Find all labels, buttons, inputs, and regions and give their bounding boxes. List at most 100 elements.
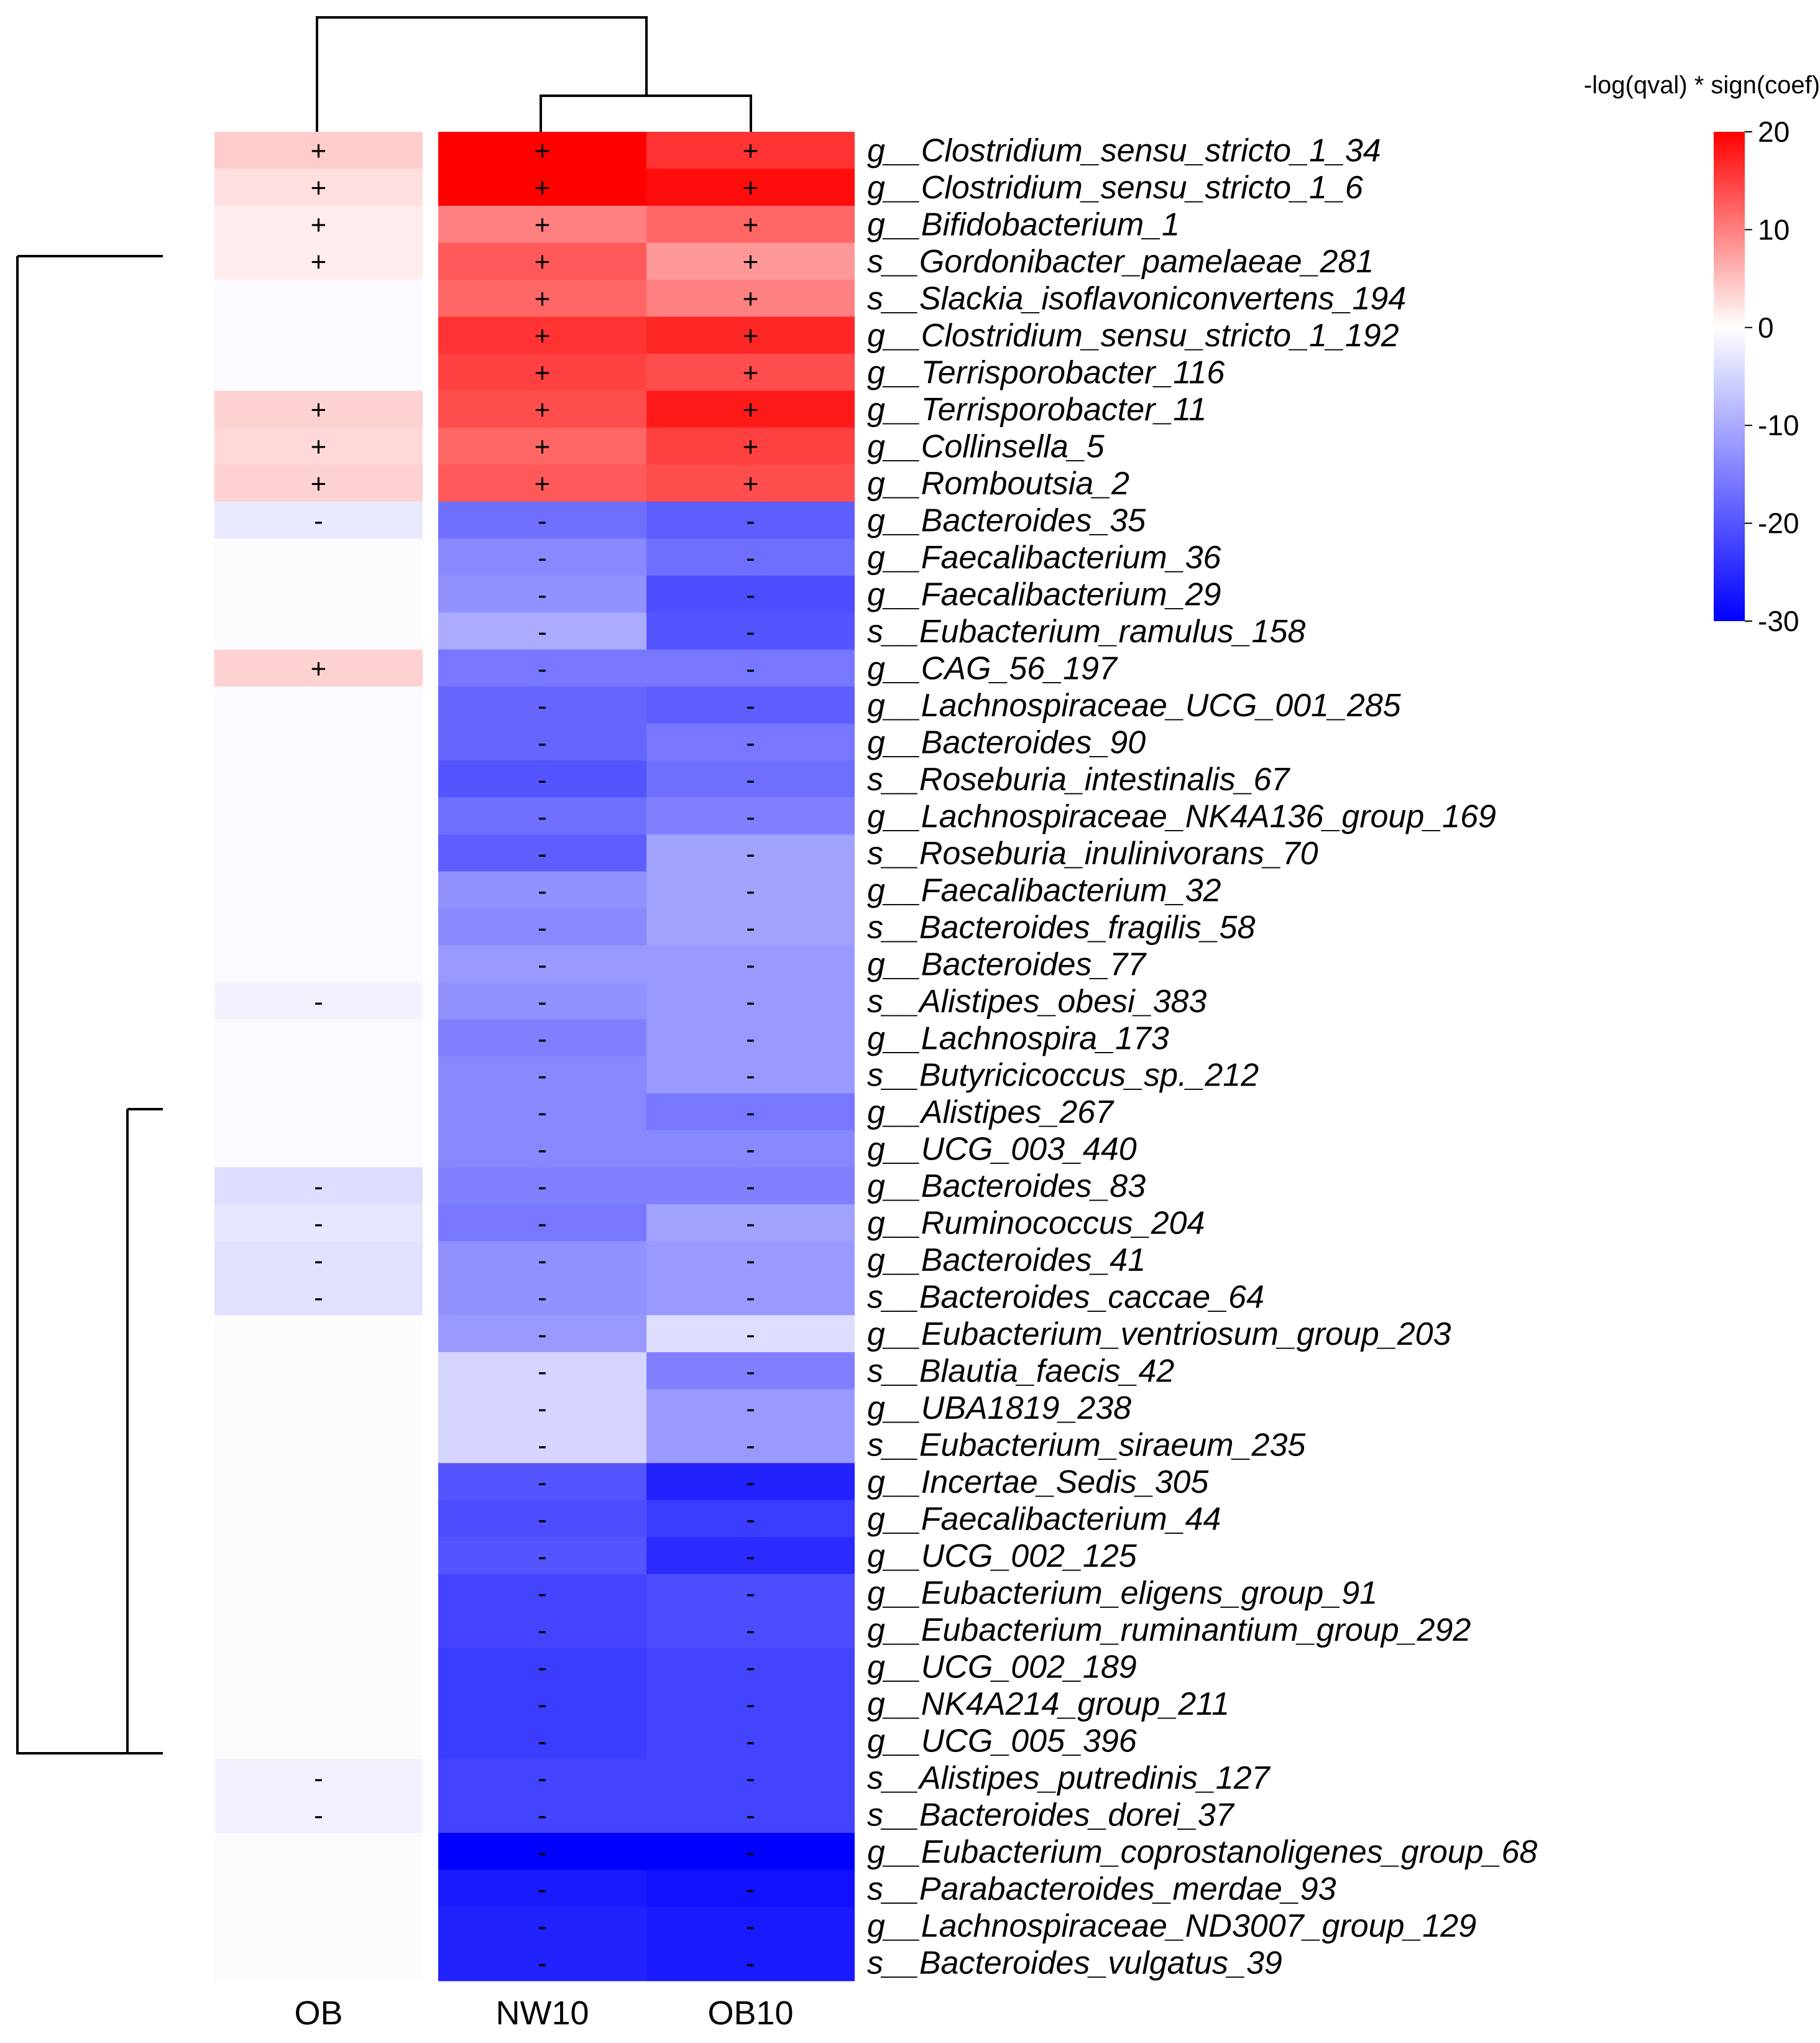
cell-sign: + — [743, 469, 759, 499]
row-label: g__Eubacterium_coprostanoligenes_group_6… — [867, 1834, 1537, 1870]
cell-sign: - — [538, 1911, 547, 1942]
cell-sign: + — [535, 395, 551, 425]
cell-sign: + — [743, 358, 759, 389]
cell-sign: - — [538, 949, 547, 980]
row-label: s__Blautia_faecis_42 — [867, 1354, 1174, 1390]
heatmap-cell — [214, 834, 423, 872]
cell-sign: - — [314, 1283, 323, 1313]
row-label: g__Faecalibacterium_29 — [867, 577, 1221, 613]
heatmap-cell — [214, 1648, 423, 1686]
row-label: g__Lachnospiraceae_ND3007_group_129 — [867, 1908, 1476, 1944]
row-label: g__UCG_005_396 — [867, 1723, 1137, 1759]
legend-tick-label: 10 — [1758, 213, 1790, 246]
cell-sign: - — [538, 1763, 547, 1794]
cell-sign: - — [538, 506, 547, 537]
cell-sign: + — [535, 321, 551, 351]
cell-sign: - — [538, 1393, 547, 1424]
row-label: g__Terrisporobacter_116 — [867, 355, 1225, 391]
cell-sign: - — [746, 1023, 755, 1054]
row-label: g__Clostridium_sensu_stricto_1_34 — [867, 133, 1381, 169]
cell-sign: - — [314, 1171, 323, 1202]
row-label: g__Faecalibacterium_32 — [867, 872, 1221, 908]
cell-sign: + — [535, 173, 551, 203]
heatmap-cell — [214, 538, 423, 576]
cell-sign: + — [743, 395, 759, 425]
row-label: s__Butyricicoccus_sp._212 — [867, 1058, 1259, 1094]
cell-sign: + — [311, 173, 327, 203]
cell-sign: - — [746, 727, 755, 758]
row-label: s__Parabacteroides_merdae_93 — [867, 1871, 1336, 1907]
legend-title: -log(qval) * sign(coef) — [1584, 71, 1820, 99]
heatmap-cell — [214, 1574, 423, 1612]
legend-tick-label: -10 — [1758, 409, 1799, 441]
cell-sign: - — [746, 801, 755, 832]
cell-sign: - — [746, 1874, 755, 1904]
cell-sign: - — [746, 765, 755, 795]
column-label: OB — [294, 1995, 342, 2032]
row-label: g__Bacteroides_77 — [867, 946, 1147, 982]
cell-sign: + — [535, 210, 551, 241]
row-label: g__CAG_56_197 — [867, 650, 1118, 686]
row-label: g__UCG_002_189 — [867, 1649, 1137, 1685]
cell-sign: + — [311, 469, 327, 499]
row-label: s__Roseburia_inulinivorans_70 — [867, 836, 1318, 872]
heatmap-cell — [214, 280, 423, 317]
cell-sign: - — [746, 913, 755, 943]
cell-sign: - — [746, 949, 755, 980]
cell-sign: - — [746, 1393, 755, 1424]
heatmap-cell — [214, 798, 423, 835]
row-label: g__Lachnospiraceae_NK4A136_group_169 — [867, 798, 1496, 834]
cell-sign: - — [538, 727, 547, 758]
heatmap-cell — [214, 1389, 423, 1426]
row-label: g__NK4A214_group_211 — [867, 1686, 1229, 1722]
row-label: s__Gordonibacter_pamelaeae_281 — [867, 244, 1374, 280]
cell-sign: - — [746, 1061, 755, 1091]
row-label: g__Bacteroides_90 — [867, 724, 1146, 760]
row-label: g__Eubacterium_ventriosum_group_203 — [867, 1316, 1451, 1352]
row-label: g__Ruminococcus_204 — [867, 1206, 1205, 1242]
cell-sign: - — [746, 1541, 755, 1572]
cell-sign: - — [314, 1763, 323, 1794]
heatmap-cell — [214, 1944, 423, 1981]
cell-sign: - — [746, 506, 755, 537]
cell-sign: - — [538, 987, 547, 1017]
heatmap-cell — [214, 1685, 423, 1722]
cell-sign: - — [746, 1689, 755, 1720]
heatmap-cell — [214, 1463, 423, 1500]
column-dendrogram — [317, 17, 751, 132]
row-label: g__Lachnospira_173 — [867, 1020, 1169, 1056]
heatmap-cell — [214, 1130, 423, 1168]
cell-sign: - — [538, 1689, 547, 1720]
cell-sign: - — [746, 1615, 755, 1646]
cell-sign: - — [538, 1245, 547, 1276]
row-labels: g__Clostridium_sensu_stricto_1_34g__Clos… — [867, 133, 1537, 1981]
heatmap-cell — [214, 1056, 423, 1094]
row-label: g__Clostridium_sensu_stricto_1_6 — [867, 170, 1363, 206]
heatmap-cell — [214, 354, 423, 391]
cell-sign: - — [538, 1319, 547, 1350]
cell-sign: + — [535, 432, 551, 463]
cell-sign: - — [746, 1578, 755, 1608]
cell-sign: - — [538, 1726, 547, 1756]
row-label: g__UCG_003_440 — [867, 1132, 1137, 1168]
heatmap-cell — [214, 1722, 423, 1759]
row-label: g__Bacteroides_41 — [867, 1242, 1146, 1278]
row-label: g__Lachnospiraceae_UCG_001_285 — [867, 688, 1402, 724]
cell-sign: - — [746, 1245, 755, 1276]
cell-sign: - — [538, 913, 547, 943]
cell-sign: - — [746, 1431, 755, 1461]
cell-sign: - — [538, 1171, 547, 1202]
legend-color-bar — [1714, 132, 1745, 621]
cell-sign: - — [746, 580, 755, 611]
cell-sign: + — [311, 395, 327, 425]
row-label: g__Faecalibacterium_36 — [867, 540, 1221, 576]
cell-sign: + — [311, 210, 327, 241]
color-legend: -log(qval) * sign(coef) 20100-10-20-30 — [1584, 71, 1820, 637]
legend-tick-label: -20 — [1758, 507, 1799, 540]
cell-sign: + — [311, 653, 327, 684]
heatmap-cell — [214, 1020, 423, 1057]
heatmap-cell — [214, 872, 423, 909]
cell-sign: - — [538, 839, 547, 869]
cell-sign: + — [743, 321, 759, 351]
cell-sign: - — [746, 1135, 755, 1165]
